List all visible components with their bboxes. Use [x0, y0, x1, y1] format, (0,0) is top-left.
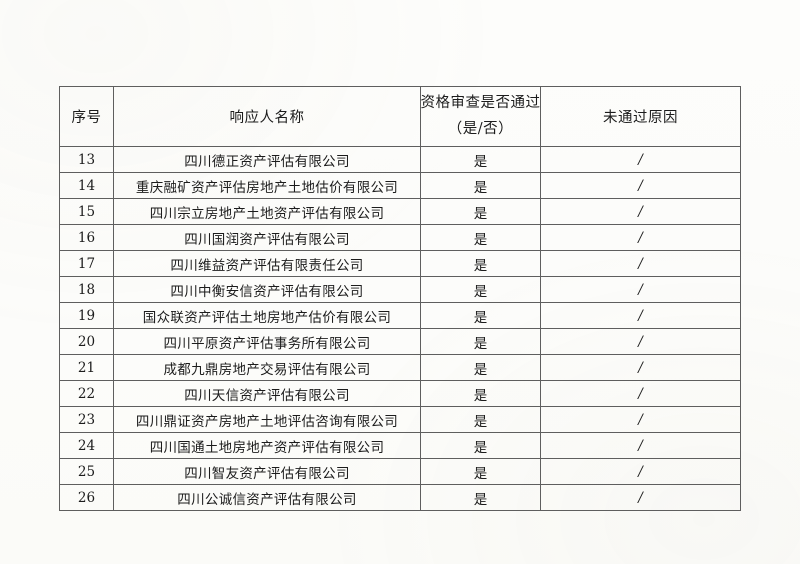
cell-qualification-result: 是	[420, 224, 541, 251]
header-cell-reason: 未通过原因	[540, 86, 741, 147]
table-row: 22 四川天信资产评估有限公司是 /	[59, 380, 741, 407]
table-row: 20 四川平原资产评估事务所有限公司是 /	[59, 328, 741, 355]
header-label-qualification-main: 资格审查是否通过	[420, 95, 541, 112]
table-header-row: 序号 响应人名称 资格审查是否通过 （是/否） 未通过原因	[59, 86, 741, 147]
table-row: 19 国众联资产评估土地房地产估价有限公司是 /	[59, 302, 741, 329]
cell-failure-reason: /	[540, 354, 741, 381]
table-row: 15 四川宗立房地产土地资产评估有限公司是 /	[59, 198, 741, 225]
table-row: 17 四川维益资产评估有限责任公司是 /	[59, 250, 741, 277]
cell-failure-reason: /	[540, 302, 741, 329]
table-row: 14 重庆融矿资产评估房地产土地估价有限公司是 /	[59, 172, 741, 199]
cell-failure-reason: /	[540, 458, 741, 485]
table-row: 23 四川鼎证资产房地产土地评估咨询有限公司是 /	[59, 406, 741, 433]
cell-qualification-result: 是	[420, 250, 541, 277]
cell-failure-reason: /	[540, 224, 741, 251]
table-row: 21 成都九鼎房地产交易评估有限公司是 /	[59, 354, 741, 381]
cell-sequence-number: 24	[59, 432, 114, 459]
cell-respondent-name: 四川德正资产评估有限公司	[113, 146, 421, 173]
table-row: 25 四川智友资产评估有限公司是 /	[59, 458, 741, 485]
cell-sequence-number: 15	[59, 198, 114, 225]
cell-respondent-name: 四川维益资产评估有限责任公司	[113, 250, 421, 277]
cell-failure-reason: /	[540, 328, 741, 355]
cell-sequence-number: 17	[59, 250, 114, 277]
header-cell-name: 响应人名称	[113, 86, 421, 147]
cell-failure-reason: /	[540, 276, 741, 303]
table-row: 16 四川国润资产评估有限公司是 /	[59, 224, 741, 251]
table-row: 24 四川国通土地房地产资产评估有限公司是 /	[59, 432, 741, 459]
header-cell-qualification: 资格审查是否通过 （是/否）	[420, 86, 541, 147]
header-label-reason: 未通过原因	[603, 110, 678, 126]
cell-sequence-number: 20	[59, 328, 114, 355]
table-row: 18 四川中衡安信资产评估有限公司是 /	[59, 276, 741, 303]
cell-sequence-number: 21	[59, 354, 114, 381]
table-body: 序号 响应人名称 资格审查是否通过 （是/否） 未通过原因	[59, 86, 741, 511]
cell-failure-reason: /	[540, 198, 741, 225]
cell-sequence-number: 23	[59, 406, 114, 433]
cell-sequence-number: 22	[59, 380, 114, 407]
cell-failure-reason: /	[540, 172, 741, 199]
cell-failure-reason: /	[540, 146, 741, 173]
cell-respondent-name: 四川国润资产评估有限公司	[113, 224, 421, 251]
cell-qualification-result: 是	[420, 146, 541, 173]
cell-respondent-name: 四川公诚信资产评估有限公司	[113, 484, 421, 511]
table-row: 13 四川德正资产评估有限公司是 /	[59, 146, 741, 173]
cell-qualification-result: 是	[420, 484, 541, 511]
cell-qualification-result: 是	[420, 354, 541, 381]
cell-respondent-name: 成都九鼎房地产交易评估有限公司	[113, 354, 421, 381]
cell-respondent-name: 四川鼎证资产房地产土地评估咨询有限公司	[113, 406, 421, 433]
cell-qualification-result: 是	[420, 380, 541, 407]
cell-qualification-result: 是	[420, 458, 541, 485]
header-qualification-stack: 资格审查是否通过 （是/否）	[420, 95, 541, 137]
cell-sequence-number: 25	[59, 458, 114, 485]
cell-sequence-number: 18	[59, 276, 114, 303]
cell-qualification-result: 是	[420, 172, 541, 199]
cell-qualification-result: 是	[420, 276, 541, 303]
header-label-qualification-sub: （是/否）	[447, 121, 514, 137]
cell-failure-reason: /	[540, 406, 741, 433]
cell-failure-reason: /	[540, 484, 741, 511]
cell-qualification-result: 是	[420, 432, 541, 459]
cell-qualification-result: 是	[420, 406, 541, 433]
cell-respondent-name: 四川宗立房地产土地资产评估有限公司	[113, 198, 421, 225]
cell-qualification-result: 是	[420, 302, 541, 329]
cell-qualification-result: 是	[420, 328, 541, 355]
qualification-review-table: 序号 响应人名称 资格审查是否通过 （是/否） 未通过原因	[59, 86, 741, 511]
cell-sequence-number: 16	[59, 224, 114, 251]
cell-respondent-name: 四川中衡安信资产评估有限公司	[113, 276, 421, 303]
cell-qualification-result: 是	[420, 198, 541, 225]
cell-sequence-number: 26	[59, 484, 114, 511]
header-label-name: 响应人名称	[229, 110, 305, 126]
cell-respondent-name: 四川天信资产评估有限公司	[113, 380, 421, 407]
header-label-index: 序号	[71, 110, 102, 126]
header-cell-index: 序号	[59, 86, 114, 147]
cell-respondent-name: 四川平原资产评估事务所有限公司	[113, 328, 421, 355]
cell-failure-reason: /	[540, 432, 741, 459]
cell-sequence-number: 14	[59, 172, 114, 199]
qualification-review-table-container: 序号 响应人名称 资格审查是否通过 （是/否） 未通过原因	[59, 86, 741, 511]
table-row: 26 四川公诚信资产评估有限公司是 /	[59, 484, 741, 511]
cell-failure-reason: /	[540, 250, 741, 277]
cell-sequence-number: 19	[59, 302, 114, 329]
cell-respondent-name: 四川国通土地房地产资产评估有限公司	[113, 432, 421, 459]
cell-respondent-name: 四川智友资产评估有限公司	[113, 458, 421, 485]
cell-failure-reason: /	[540, 380, 741, 407]
cell-respondent-name: 国众联资产评估土地房地产估价有限公司	[113, 302, 421, 329]
cell-sequence-number: 13	[59, 146, 114, 173]
cell-respondent-name: 重庆融矿资产评估房地产土地估价有限公司	[113, 172, 421, 199]
